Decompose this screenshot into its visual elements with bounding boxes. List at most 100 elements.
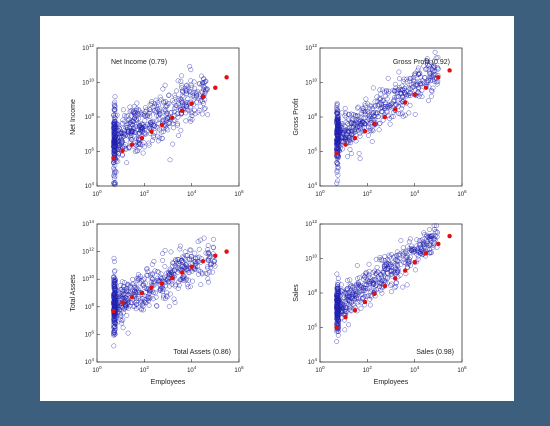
data-point: [335, 155, 341, 161]
data-point: [117, 316, 123, 322]
data-point: [412, 246, 417, 252]
data-point: [151, 134, 157, 140]
data-point: [404, 79, 410, 85]
data-point: [394, 90, 400, 96]
data-point: [344, 277, 350, 283]
data-point: [347, 282, 353, 288]
y-tick-label: 1010: [305, 78, 317, 87]
data-point: [117, 290, 122, 296]
data-point: [168, 110, 173, 116]
data-point: [112, 169, 117, 175]
y-tick-label: 106: [308, 147, 318, 156]
data-point: [334, 303, 340, 309]
data-point: [125, 130, 131, 135]
data-point: [138, 111, 144, 117]
data-point: [130, 119, 136, 125]
x-tick-label: 106: [234, 189, 244, 198]
data-point: [347, 137, 353, 143]
binned-mean-point: [436, 75, 441, 80]
data-point: [168, 270, 174, 276]
data-point: [334, 118, 340, 124]
data-point: [112, 149, 118, 155]
data-point: [382, 103, 388, 109]
data-point: [202, 89, 208, 95]
data-point: [345, 297, 351, 303]
data-point: [160, 287, 166, 293]
data-point: [132, 292, 138, 297]
data-point: [125, 292, 131, 297]
data-point: [136, 116, 142, 121]
data-point: [197, 237, 203, 243]
data-point: [120, 310, 126, 316]
data-point: [347, 306, 353, 312]
data-point: [144, 266, 150, 272]
data-point: [393, 270, 399, 276]
data-point: [384, 109, 390, 115]
data-point: [398, 238, 404, 243]
data-point: [338, 282, 344, 288]
data-point: [415, 65, 421, 71]
data-point: [377, 279, 383, 285]
data-point: [166, 303, 172, 309]
data-point: [150, 104, 156, 110]
data-point: [132, 129, 138, 135]
data-point: [380, 98, 386, 104]
data-point: [154, 277, 160, 283]
x-tick-label: 106: [457, 189, 467, 198]
data-point: [390, 114, 396, 119]
data-point: [182, 265, 188, 270]
data-point: [172, 95, 178, 101]
data-point: [131, 290, 136, 296]
data-point: [373, 270, 379, 276]
data-point: [367, 275, 373, 281]
data-point: [348, 120, 354, 126]
binned-mean-point: [447, 68, 452, 73]
y-tick-label: 106: [85, 147, 95, 156]
data-point: [118, 133, 124, 139]
data-point: [187, 105, 193, 111]
data-point: [140, 307, 146, 313]
data-point: [146, 142, 152, 148]
data-point: [180, 89, 186, 95]
data-point: [175, 114, 181, 120]
data-point: [166, 92, 172, 98]
data-point: [412, 73, 418, 79]
data-point: [112, 94, 118, 100]
data-point: [359, 119, 365, 124]
data-point: [202, 105, 208, 111]
data-point: [404, 282, 410, 288]
data-point: [358, 305, 364, 311]
x-tick-label: 104: [410, 365, 420, 374]
data-point: [168, 249, 174, 255]
data-point: [196, 246, 202, 252]
data-point: [162, 82, 168, 88]
data-point: [334, 137, 340, 143]
data-point: [335, 312, 341, 318]
data-point: [151, 258, 157, 264]
data-point: [135, 141, 141, 147]
data-point: [146, 302, 152, 308]
y-axis-label: Total Assets: [70, 274, 77, 312]
data-point: [137, 280, 143, 286]
data-point: [410, 81, 416, 87]
data-point: [142, 105, 148, 110]
data-point: [199, 111, 205, 117]
data-point: [148, 120, 153, 126]
data-point: [334, 101, 340, 106]
data-point: [369, 103, 375, 109]
data-point: [355, 299, 361, 305]
data-point: [112, 132, 117, 138]
data-point: [394, 261, 400, 267]
data-point: [179, 275, 185, 281]
data-point: [196, 254, 202, 260]
data-point: [111, 147, 117, 153]
data-point: [394, 263, 400, 269]
data-point: [349, 132, 355, 138]
data-point: [112, 104, 118, 110]
binned-mean-point: [343, 142, 348, 147]
data-point: [367, 121, 373, 127]
data-point: [415, 249, 421, 255]
data-point: [392, 88, 397, 94]
data-point: [166, 93, 172, 99]
data-point: [184, 82, 190, 88]
